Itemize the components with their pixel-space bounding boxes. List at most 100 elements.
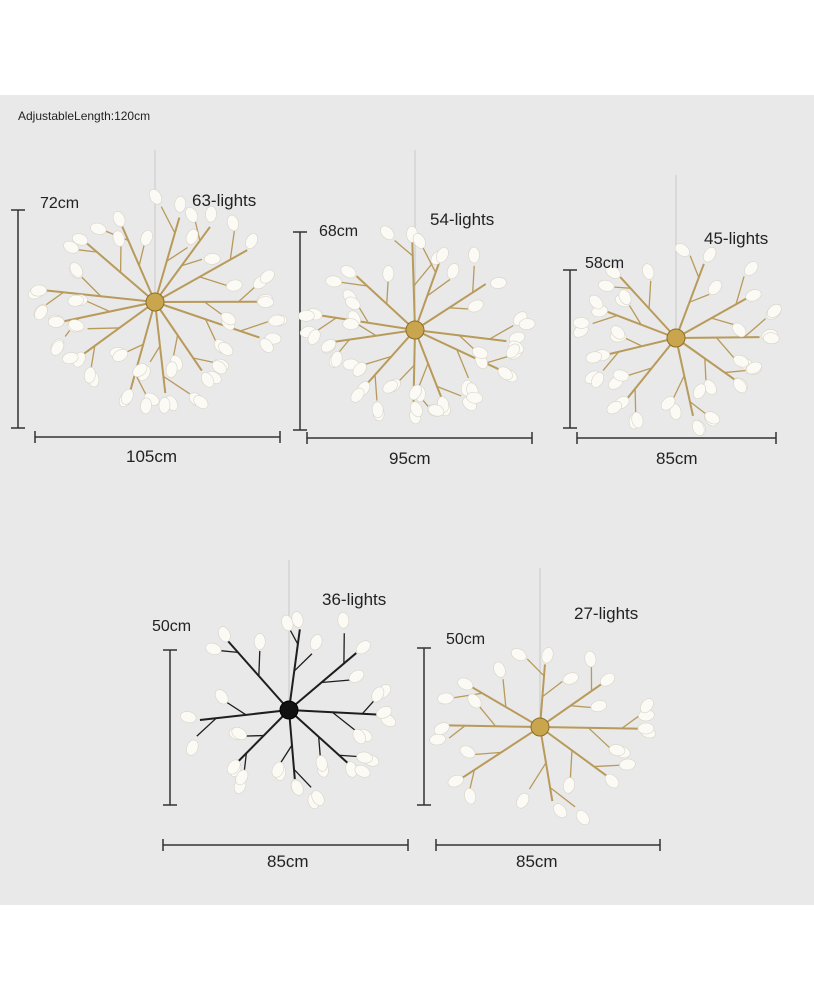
model-4-leaf-light bbox=[235, 769, 249, 786]
model-1-twig bbox=[199, 276, 230, 288]
model-3-leaf-light bbox=[642, 263, 655, 280]
model-3-twig bbox=[624, 367, 652, 378]
model-4-leaf-light bbox=[214, 689, 229, 705]
model-1-branch bbox=[154, 301, 167, 394]
model-3-twig bbox=[672, 375, 685, 399]
model-1-twig bbox=[83, 299, 111, 313]
model-4-twig bbox=[293, 653, 313, 672]
model-4-leaf-light bbox=[371, 686, 385, 703]
model-5-leaf-light bbox=[619, 758, 636, 771]
model-3-leaf-light bbox=[745, 289, 762, 302]
model-1-leaf-light bbox=[69, 262, 83, 278]
model-2-twig bbox=[489, 325, 514, 340]
model-5-twig bbox=[569, 750, 573, 780]
model-5-leaf-light bbox=[433, 722, 450, 735]
model-3-hub bbox=[666, 328, 686, 348]
model-4-leaf-light bbox=[231, 727, 247, 741]
model-2-leaf-light bbox=[472, 346, 489, 359]
model-3-branch bbox=[603, 309, 677, 339]
model-1-twig bbox=[240, 321, 268, 332]
model-2-leaf-light bbox=[345, 296, 361, 310]
model-2-leaf-light bbox=[382, 265, 395, 282]
model-4-leaf-light bbox=[180, 711, 197, 724]
model-1-leaf-light bbox=[84, 366, 96, 384]
model-3-leaf-light bbox=[598, 279, 615, 292]
model-2-twig bbox=[398, 364, 415, 382]
model-2-leaf-light bbox=[412, 233, 426, 249]
model-3-twig bbox=[627, 303, 642, 326]
model-2-branch bbox=[318, 314, 416, 331]
model-2-leaf-light bbox=[340, 265, 357, 279]
model-1-twig bbox=[229, 229, 236, 260]
model-1-twig bbox=[181, 258, 203, 267]
model-2-leaf-light bbox=[467, 299, 484, 313]
model-2-twig bbox=[449, 307, 470, 310]
model-3-twig bbox=[634, 388, 637, 414]
model-5-leaf-light bbox=[437, 692, 454, 705]
model-2-twig bbox=[413, 261, 435, 287]
model-4-twig bbox=[321, 679, 351, 684]
model-1-branch bbox=[154, 301, 260, 339]
model-2-leaf-light bbox=[436, 247, 449, 263]
model-4-leaf-light bbox=[315, 755, 328, 772]
model-4-branch bbox=[288, 709, 352, 767]
model-1-leaf-light bbox=[158, 397, 171, 414]
model-3-branch bbox=[675, 337, 694, 417]
model-1-twig bbox=[238, 284, 258, 303]
model-5-width-label: 85cm bbox=[516, 852, 558, 871]
model-2-twig bbox=[317, 317, 337, 331]
model-2-leaf-light bbox=[446, 263, 460, 280]
model-3-leaf-light bbox=[732, 322, 747, 338]
model-1-twig bbox=[87, 327, 120, 330]
model-4-leaf-light bbox=[218, 626, 231, 643]
model-1-width-label: 105cm bbox=[126, 447, 178, 466]
model-4-leaf-light bbox=[348, 669, 365, 683]
model-5-leaf-light bbox=[637, 722, 655, 735]
model-2-twig bbox=[485, 355, 509, 364]
model-4-lights-label: 36-lights bbox=[322, 590, 387, 609]
model-3-twig bbox=[648, 280, 652, 309]
model-4-branch bbox=[236, 709, 290, 764]
model-4-hub bbox=[279, 700, 299, 720]
model-3-leaf-light bbox=[605, 265, 621, 279]
model-3-twig bbox=[689, 293, 710, 303]
model-5-lights-label: 27-lights bbox=[574, 604, 639, 623]
model-2-branch bbox=[414, 329, 507, 343]
model-4-twig bbox=[318, 736, 321, 757]
model-1-leaf-light bbox=[200, 372, 215, 388]
model-2-leaf-light bbox=[497, 366, 513, 381]
model-2-leaf-light bbox=[342, 318, 359, 330]
model-1-branch bbox=[154, 217, 181, 303]
model-1-leaf-light bbox=[193, 395, 209, 409]
model-1-twig bbox=[204, 301, 223, 316]
model-2-twig bbox=[394, 240, 414, 257]
model-2-branch bbox=[334, 329, 416, 343]
model-3-width-label: 85cm bbox=[656, 449, 698, 468]
model-5-leaf-light bbox=[553, 803, 568, 819]
model-5-branch bbox=[539, 726, 554, 802]
model-5-leaf-light bbox=[563, 777, 575, 794]
model-1-branch bbox=[154, 301, 203, 372]
model-5-leaf-light bbox=[640, 698, 654, 714]
model-5-twig bbox=[454, 692, 483, 699]
model-1-twig bbox=[172, 335, 179, 357]
model-3-leaf-light bbox=[674, 243, 690, 257]
model-1-twig bbox=[90, 345, 96, 367]
model-1-leaf-light bbox=[165, 361, 178, 378]
model-1-twig bbox=[166, 246, 188, 262]
model-3-leaf-light bbox=[572, 317, 590, 329]
model-2-twig bbox=[337, 339, 350, 355]
model-3-leaf-light bbox=[610, 325, 626, 340]
model-5-leaf-light bbox=[510, 648, 527, 662]
model-3-twig bbox=[735, 276, 745, 305]
model-3-leaf-light bbox=[703, 247, 717, 263]
model-1-leaf-light bbox=[226, 214, 239, 232]
model-4-twig bbox=[293, 768, 312, 788]
model-2-height-label: 68cm bbox=[319, 223, 359, 240]
model-2-twig bbox=[358, 306, 369, 324]
model-4-leaf-light bbox=[291, 779, 304, 796]
model-1-leaf-light bbox=[67, 294, 85, 307]
model-4-leaf-light bbox=[311, 790, 325, 806]
model-2-leaf-light bbox=[307, 329, 321, 345]
model-3-twig bbox=[715, 337, 735, 359]
